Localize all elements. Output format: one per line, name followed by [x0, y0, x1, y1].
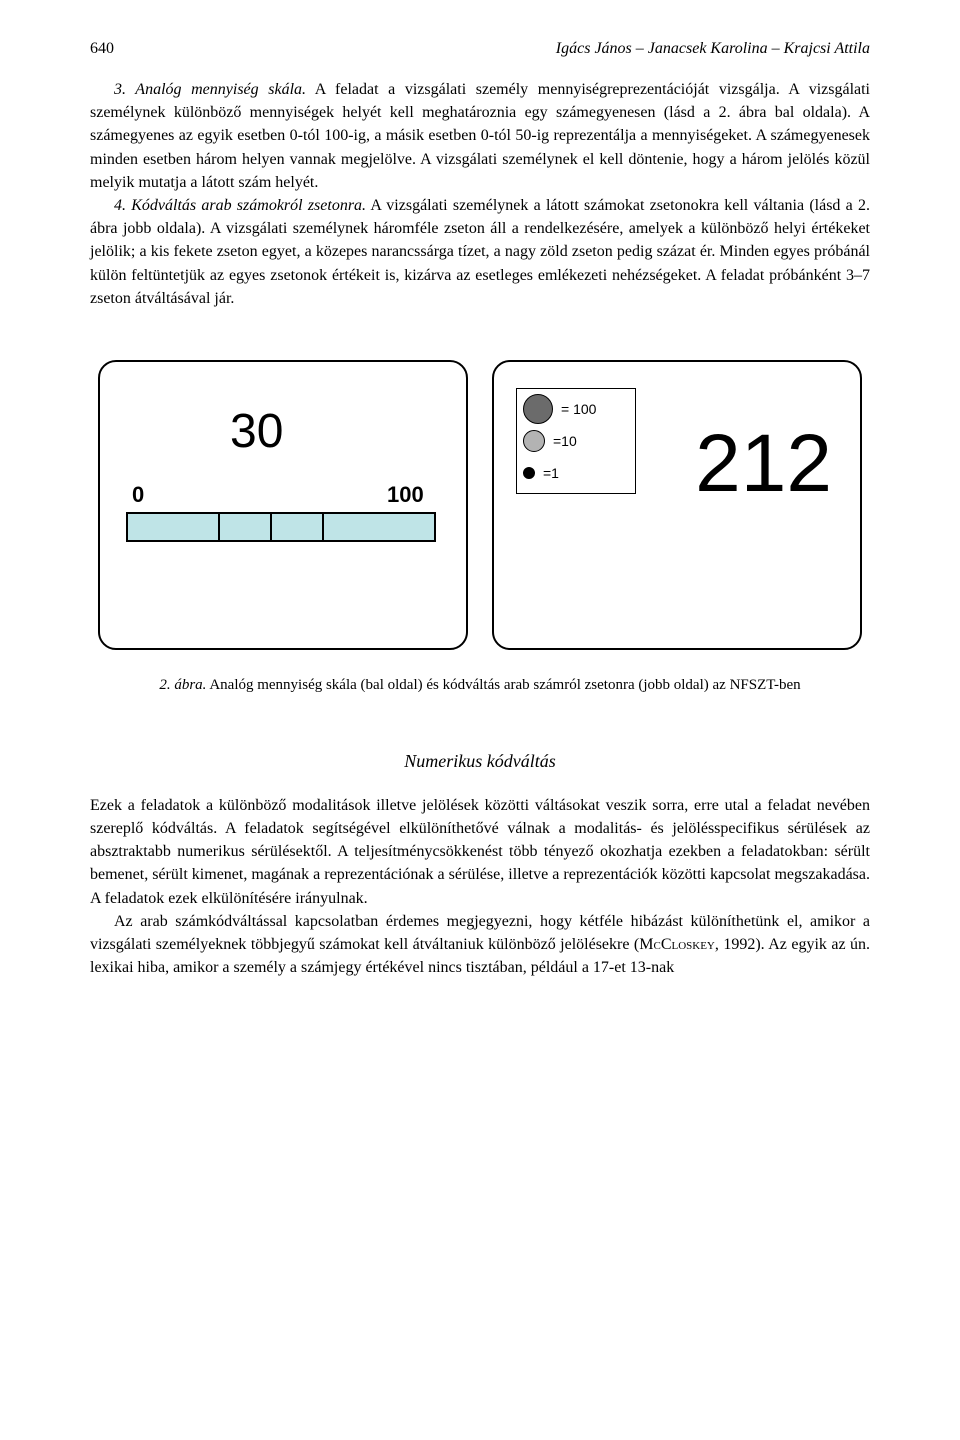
- page-number: 640: [90, 40, 114, 58]
- legend-token-icon: [523, 467, 535, 479]
- figure-2-caption: 2. ábra. Analóg mennyiség skála (bal old…: [130, 675, 830, 696]
- paragraph-3: Ezek a feladatok a különböző modalitások…: [90, 794, 870, 910]
- number-line-segment: [272, 514, 324, 540]
- figure-left-scale-max: 100: [387, 482, 424, 508]
- figure-2-left-panel: 30 0 100: [98, 360, 468, 650]
- figure-2-right-panel: = 100 =10 =1 212: [492, 360, 862, 650]
- legend-token-icon: [523, 394, 553, 424]
- figure-right-legend: = 100 =10 =1: [516, 388, 636, 494]
- legend-label: =10: [553, 433, 577, 449]
- figure-left-number-line: [126, 512, 436, 542]
- authors: Igács János – Janacsek Karolina – Krajcs…: [556, 40, 870, 58]
- legend-label: = 100: [561, 401, 596, 417]
- task-4-title: 4. Kódváltás arab számokról zsetonra.: [114, 197, 366, 214]
- number-line-segment: [324, 514, 434, 540]
- reference-author: McCloskey: [639, 936, 715, 953]
- figure-right-number: 212: [695, 417, 832, 511]
- legend-row: =1: [523, 457, 629, 489]
- figure-caption-rest: Analóg mennyiség skála (bal oldal) és kó…: [206, 677, 800, 693]
- figure-caption-lead: 2. ábra.: [159, 677, 206, 693]
- paragraph-1: 3. Analóg mennyiség skála. A feladat a v…: [90, 78, 870, 194]
- paragraph-4: Az arab számkódváltással kapcsolatban ér…: [90, 910, 870, 980]
- legend-label: =1: [543, 465, 559, 481]
- legend-row: = 100: [523, 393, 629, 425]
- page-header: 640 Igács János – Janacsek Karolina – Kr…: [90, 40, 870, 58]
- legend-token-icon: [523, 430, 545, 452]
- figure-left-scale-min: 0: [132, 482, 144, 508]
- number-line-segment: [220, 514, 272, 540]
- task-3-title: 3. Analóg mennyiség skála.: [114, 81, 306, 98]
- legend-row: =10: [523, 425, 629, 457]
- reference-year: , 1992).: [715, 936, 768, 953]
- figure-left-top-number: 30: [230, 404, 283, 459]
- figure-2: 30 0 100 = 100 =10 =1 212: [90, 360, 870, 650]
- section-heading: Numerikus kódváltás: [90, 751, 870, 772]
- number-line-segment: [128, 514, 220, 540]
- paragraph-2: 4. Kódváltás arab számokról zsetonra. A …: [90, 194, 870, 310]
